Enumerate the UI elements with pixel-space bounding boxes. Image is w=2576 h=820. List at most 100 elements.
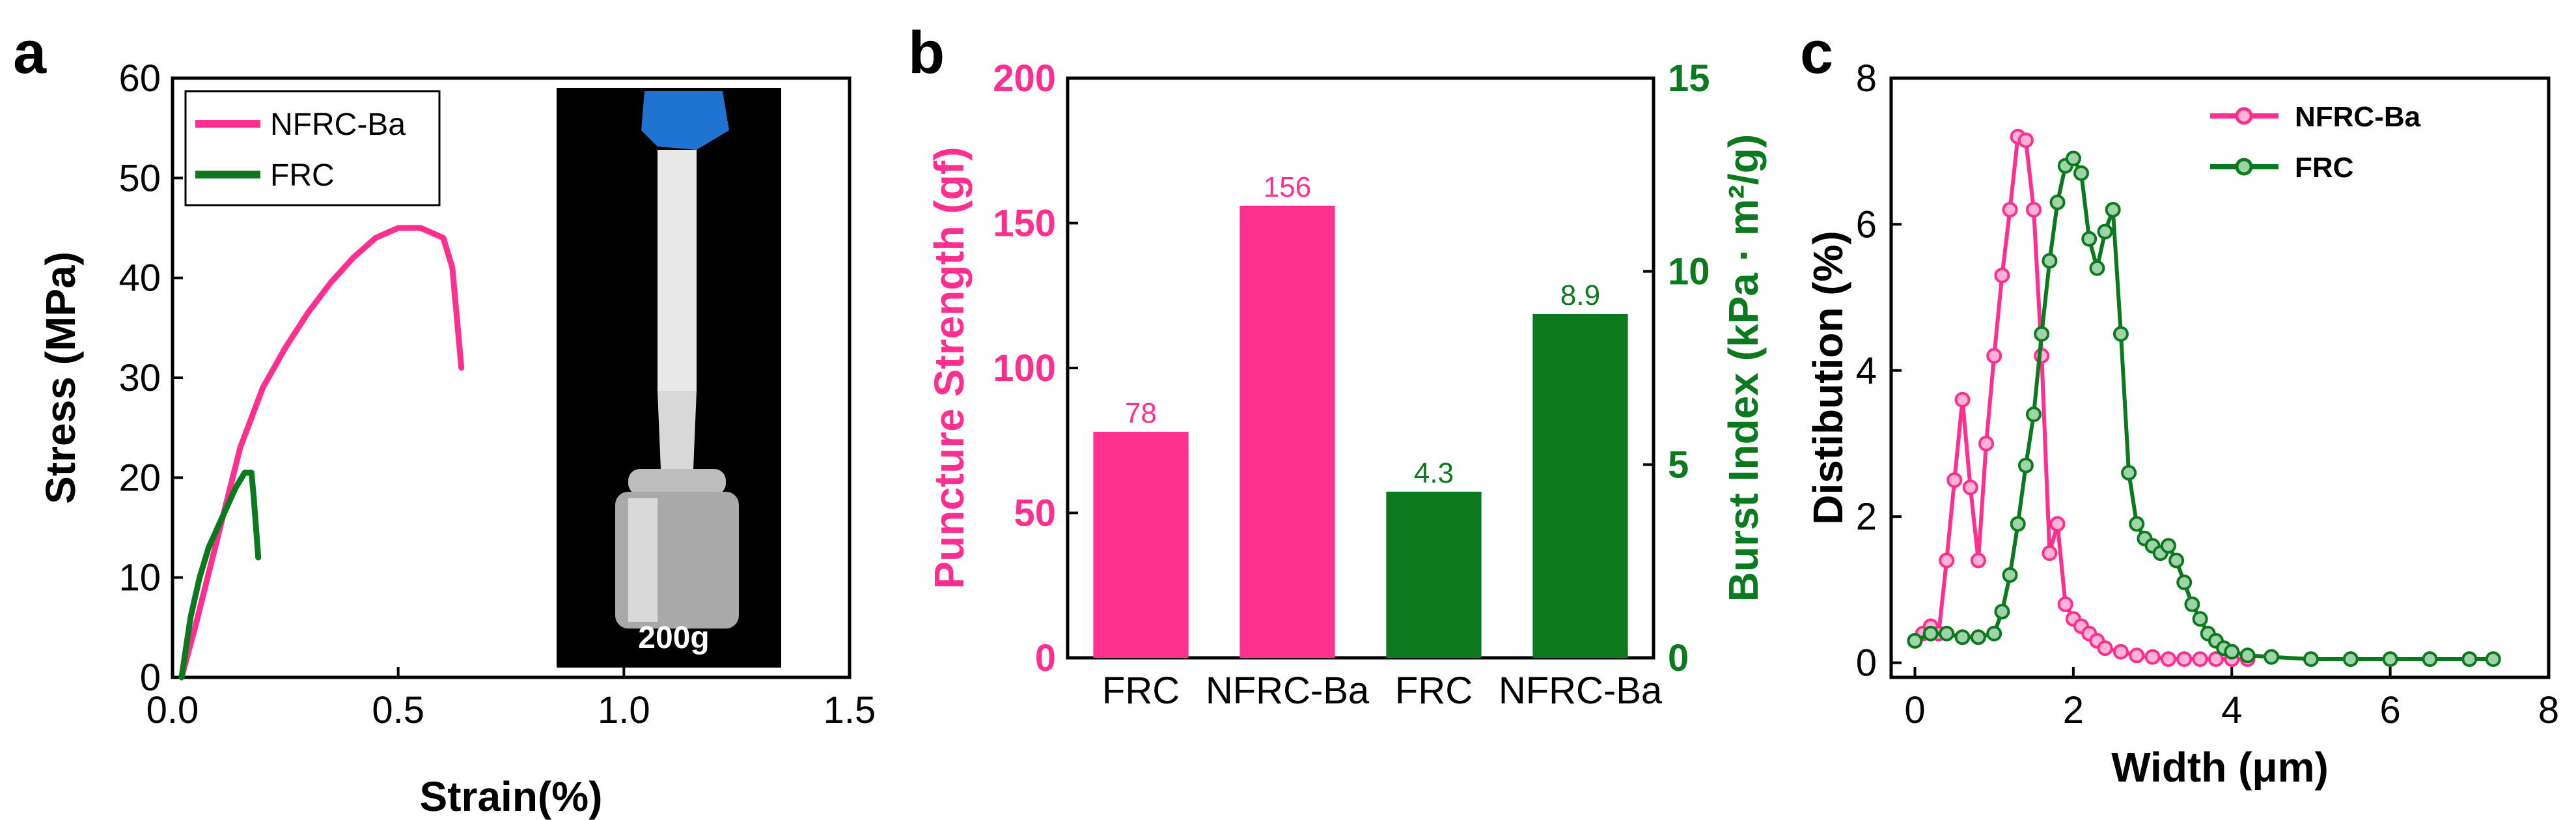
data-point-c-frc <box>2184 596 2200 612</box>
data-point-c-nfrc-ba <box>1962 479 1978 496</box>
y-tick-label-left-b: 0 <box>1035 637 1056 679</box>
data-point-c-nfrc-ba <box>2112 643 2129 660</box>
bar-value-label: 8.9 <box>1560 279 1600 311</box>
data-point-c-nfrc-ba <box>2042 545 2058 561</box>
data-point-c-frc <box>1954 629 1971 645</box>
y-tick-label-left-b: 50 <box>1014 492 1056 535</box>
data-point-c-frc <box>1970 629 1986 645</box>
bar <box>1532 313 1628 658</box>
panel-a: a 200g 0.0 0.5 1.0 1.5 0 10 20 30 40 50 60 NFRC-Ba… <box>13 20 876 820</box>
data-point-c-frc <box>2121 464 2137 481</box>
data-point-c-nfrc-ba <box>1994 267 2010 283</box>
c-axes: 0 2 4 6 8 0 2 4 6 8 <box>1856 57 2559 731</box>
data-point-c-frc <box>2239 647 2256 664</box>
y-tick-label-c: 8 <box>1856 57 1877 100</box>
y-tick-label-right-b: 10 <box>1668 251 1710 293</box>
panel-letter-b: b <box>908 20 945 86</box>
data-point-c-frc <box>2168 552 2185 569</box>
data-point-c-nfrc-ba <box>2017 132 2034 148</box>
data-point-c-frc <box>2382 651 2398 667</box>
bar <box>1240 205 1335 658</box>
data-point-c-nfrc-ba <box>2208 651 2224 667</box>
legend-marker-c-frc <box>2235 158 2253 176</box>
data-point-c-frc <box>2485 651 2501 667</box>
y-axis-title-a: Stress (MPa) <box>37 251 84 504</box>
x-tick-label-a: 1.0 <box>598 689 650 731</box>
data-point-c-frc <box>2002 567 2018 583</box>
data-point-c-nfrc-ba <box>2026 202 2042 218</box>
y-axis-title-right-b: Burst Index (kPa · m²/g) <box>1720 134 1767 602</box>
x-tick-label-c: 0 <box>1904 689 1925 731</box>
y-axis-title-c: Distibution (%) <box>1805 231 1851 524</box>
data-point-c-frc <box>2160 538 2176 554</box>
data-point-c-nfrc-ba <box>2129 647 2145 664</box>
series-line-c-frc <box>1914 156 2493 661</box>
series-line-frc <box>178 470 262 681</box>
x-tick-label-a: 0.0 <box>146 689 199 731</box>
y-tick-label-a: 40 <box>118 257 161 300</box>
data-point-c-frc <box>2192 611 2208 627</box>
data-point-c-frc <box>2097 223 2113 240</box>
data-point-c-nfrc-ba <box>2176 651 2193 667</box>
data-point-c-frc <box>2017 457 2034 474</box>
y-tick-label-a: 50 <box>118 157 161 199</box>
data-point-c-frc <box>1922 625 1939 642</box>
series-line-nfrc-ba <box>178 225 465 681</box>
data-point-c-nfrc-ba <box>1970 552 1986 569</box>
data-point-c-nfrc-ba <box>2057 596 2073 612</box>
data-point-c-frc <box>1939 625 1955 642</box>
data-point-c-nfrc-ba <box>1954 391 1971 408</box>
bar <box>1093 431 1189 658</box>
category-label: FRC <box>1102 670 1180 712</box>
bar-value-label: 78 <box>1125 397 1157 429</box>
legend-label-frc: FRC <box>270 158 335 193</box>
data-point-c-frc <box>2065 150 2081 167</box>
data-point-c-nfrc-ba <box>1978 436 1994 451</box>
y-tick-label-a: 30 <box>118 357 161 399</box>
data-point-c-frc <box>2303 651 2319 667</box>
series-line-c-nfrc-ba <box>1913 134 2248 661</box>
category-label: NFRC-Ba <box>1206 670 1370 712</box>
data-point-c-nfrc-ba <box>1939 552 1955 569</box>
y-tick-label-a: 0 <box>140 657 161 699</box>
panel-b: b 0 50 100 150 200 0 5 10 15 FRC NFRC-Ba FRC NFRC-B… <box>908 20 1767 712</box>
data-point-c-frc <box>2224 643 2240 660</box>
x-tick-label-c: 2 <box>2063 689 2084 731</box>
data-point-c-frc <box>2264 649 2280 665</box>
data-point-c-nfrc-ba <box>2002 202 2018 218</box>
data-point-c-nfrc-ba <box>1986 348 2002 364</box>
x-axis-title-c: Width (μm) <box>2111 744 2329 791</box>
legend-label-nfrc-ba: NFRC-Ba <box>270 107 406 142</box>
legend-c: NFRC-Ba FRC <box>2210 101 2421 184</box>
data-point-c-frc <box>2034 326 2050 342</box>
data-point-c-frc <box>1986 625 2002 642</box>
data-point-c-nfrc-ba <box>1946 472 1963 488</box>
y-tick-label-c: 6 <box>1856 203 1877 246</box>
y-tick-label-a: 60 <box>118 57 161 100</box>
y-tick-label-left-b: 200 <box>993 57 1056 100</box>
category-label: NFRC-Ba <box>1499 670 1663 712</box>
y-tick-label-right-b: 0 <box>1668 637 1689 679</box>
x-axis-title-a: Strain(%) <box>420 773 603 820</box>
panel-c: c 0 2 4 6 8 0 2 4 6 8 NFRC-Ba FRC Width (μm) Dist… <box>1800 20 2559 791</box>
legend-label-c-nfrc-ba: NFRC-Ba <box>2295 101 2421 133</box>
y-tick-label-right-b: 5 <box>1668 444 1689 486</box>
legend-a: NFRC-Ba FRC <box>184 90 441 206</box>
data-point-c-frc <box>2081 231 2098 247</box>
data-point-c-frc <box>2042 253 2058 269</box>
panel-letter-c: c <box>1800 20 1833 86</box>
data-point-c-frc <box>2073 165 2089 181</box>
data-point-c-frc <box>1907 632 1923 649</box>
data-point-c-frc <box>2461 651 2478 667</box>
y-tick-label-right-b: 15 <box>1668 57 1710 100</box>
y-tick-label-a: 10 <box>118 557 161 599</box>
y-tick-label-c: 0 <box>1856 642 1877 685</box>
b-axes: 0 50 100 150 200 0 5 10 15 <box>993 57 1710 679</box>
data-point-c-frc <box>2026 406 2042 423</box>
x-tick-label-c: 6 <box>2379 689 2400 731</box>
legend-box-a <box>184 90 441 206</box>
data-point-c-nfrc-ba <box>2049 516 2066 532</box>
data-point-c-nfrc-ba <box>2097 640 2113 657</box>
a-series <box>178 225 465 681</box>
